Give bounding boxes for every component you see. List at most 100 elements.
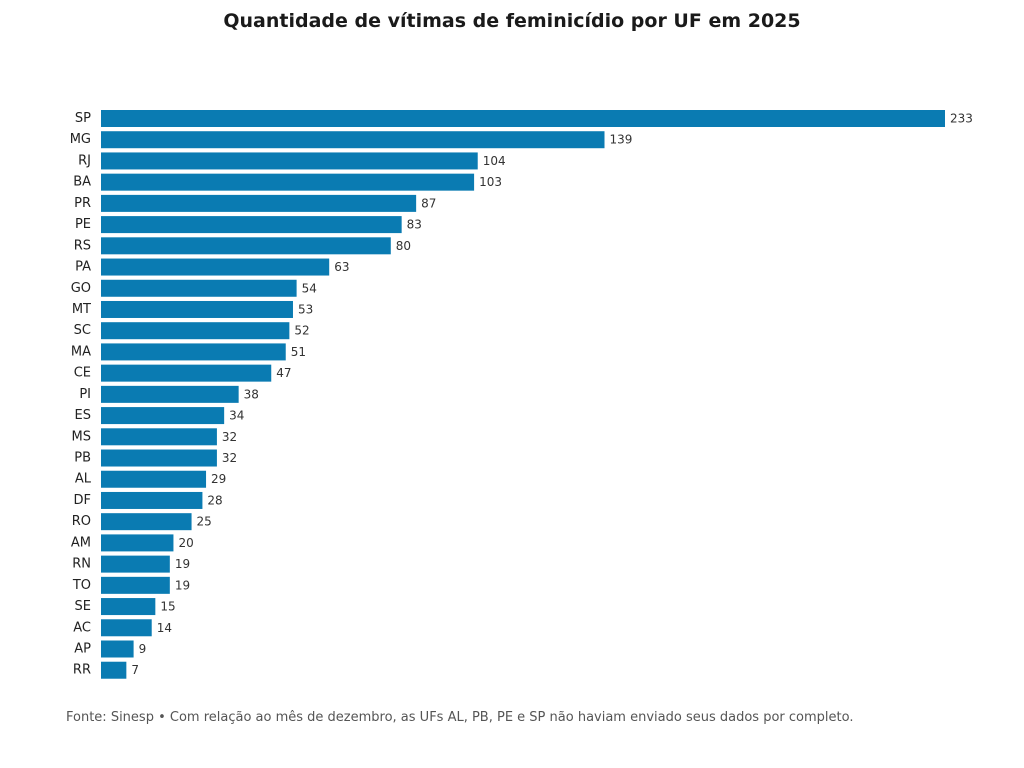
bar [101,428,217,446]
bar [101,131,605,149]
bar-row-sp: SP 233 [75,110,973,127]
bar [101,237,391,255]
value-label: 19 [175,578,190,592]
value-label: 38 [244,387,259,401]
category-label: PA [75,260,91,275]
bar-row-pi: PI 38 [79,385,259,403]
category-label: AL [75,472,92,487]
category-label: SE [75,599,91,614]
bar [101,407,225,425]
category-label: RJ [78,153,91,168]
bar [101,322,290,340]
category-label: GO [71,281,91,296]
bar-row-pa: PA 63 [75,258,349,276]
bar [101,216,402,234]
value-label: 32 [222,451,237,465]
bar-row-ro: RO 25 [72,513,212,531]
category-label: MA [71,344,91,359]
bar [101,194,417,212]
category-label: TO [72,578,91,593]
bar [101,598,156,616]
value-label: 9 [139,642,147,656]
value-label: 20 [178,536,193,550]
category-label: RR [73,663,91,678]
value-label: 233 [950,112,973,126]
bar [101,173,475,191]
bar [101,555,170,573]
category-label: PI [79,387,91,402]
bar-row-ma: MA 51 [71,343,306,361]
bar-row-pe: PE 83 [75,216,422,234]
category-label: RO [72,514,91,529]
value-label: 29 [211,472,226,486]
category-label: MS [72,429,91,444]
bar-row-ce: CE 47 [74,364,292,382]
bar [101,470,207,488]
bar-chart: SP 233 MG 139 RJ 104 BA 103 PR 87 PE 83 RS 80 PA 63 GO 54… [70,110,973,679]
category-label: MT [72,302,91,317]
value-label: 19 [175,557,190,571]
value-label: 104 [483,154,506,168]
bar-row-es: ES 34 [75,407,244,425]
bar-row-pb: PB 32 [74,449,237,467]
bar-row-rj: RJ 104 [78,152,506,170]
bar [101,343,286,361]
value-label: 63 [334,260,349,274]
value-label: 53 [298,302,313,316]
bar-row-ap: AP 9 [74,640,147,658]
bar [101,449,217,467]
value-label: 103 [479,175,502,189]
category-label: RN [72,557,91,572]
value-label: 7 [131,663,139,677]
bar-row-ba: BA 103 [73,173,502,191]
bar-row-mg: MG 139 [70,131,632,149]
category-label: PB [74,451,91,466]
value-label: 83 [407,218,422,232]
category-label: CE [74,366,91,381]
value-label: 47 [276,366,291,380]
value-label: 51 [291,345,306,359]
category-label: PE [75,217,91,232]
value-label: 14 [157,621,172,635]
bar-row-am: AM 20 [71,534,194,552]
bar [101,491,203,509]
category-label: ES [75,408,91,423]
category-label: PR [74,196,91,211]
source-footnote: Fonte: Sinesp • Com relação ao mês de de… [66,710,854,725]
bar-row-sc: SC 52 [74,322,310,340]
bar-row-rs: RS 80 [74,237,411,255]
bar [101,258,330,276]
bar-row-se: SE 15 [75,598,176,616]
value-label: 28 [207,493,222,507]
bar-row-ms: MS 32 [72,428,237,446]
category-label: RS [74,238,91,253]
bar-row-ac: AC 14 [73,619,172,637]
bar-row-mt: MT 53 [72,300,313,318]
bar-row-df: DF 28 [74,491,223,509]
bar [101,534,174,552]
bar [101,110,945,127]
bar [101,385,239,403]
bar [101,576,170,594]
category-label: SP [75,111,91,126]
bar-row-pr: PR 87 [74,194,436,212]
category-label: AM [71,535,91,550]
value-label: 32 [222,430,237,444]
category-label: AC [73,620,91,635]
bar [101,152,478,170]
bar [101,619,152,637]
bar [101,661,127,679]
category-label: BA [73,175,91,190]
category-label: MG [70,132,91,147]
category-label: AP [74,642,91,657]
value-label: 52 [294,324,309,338]
bar [101,279,297,297]
bar [101,513,192,531]
value-label: 25 [197,515,212,529]
bar-row-rr: RR 7 [73,661,139,679]
value-label: 87 [421,196,436,210]
bar-row-rn: RN 19 [72,555,190,573]
chart-title: Quantidade de vítimas de feminicídio por… [223,10,801,32]
bar-row-go: GO 54 [71,279,317,297]
bar-row-to: TO 19 [72,576,190,594]
